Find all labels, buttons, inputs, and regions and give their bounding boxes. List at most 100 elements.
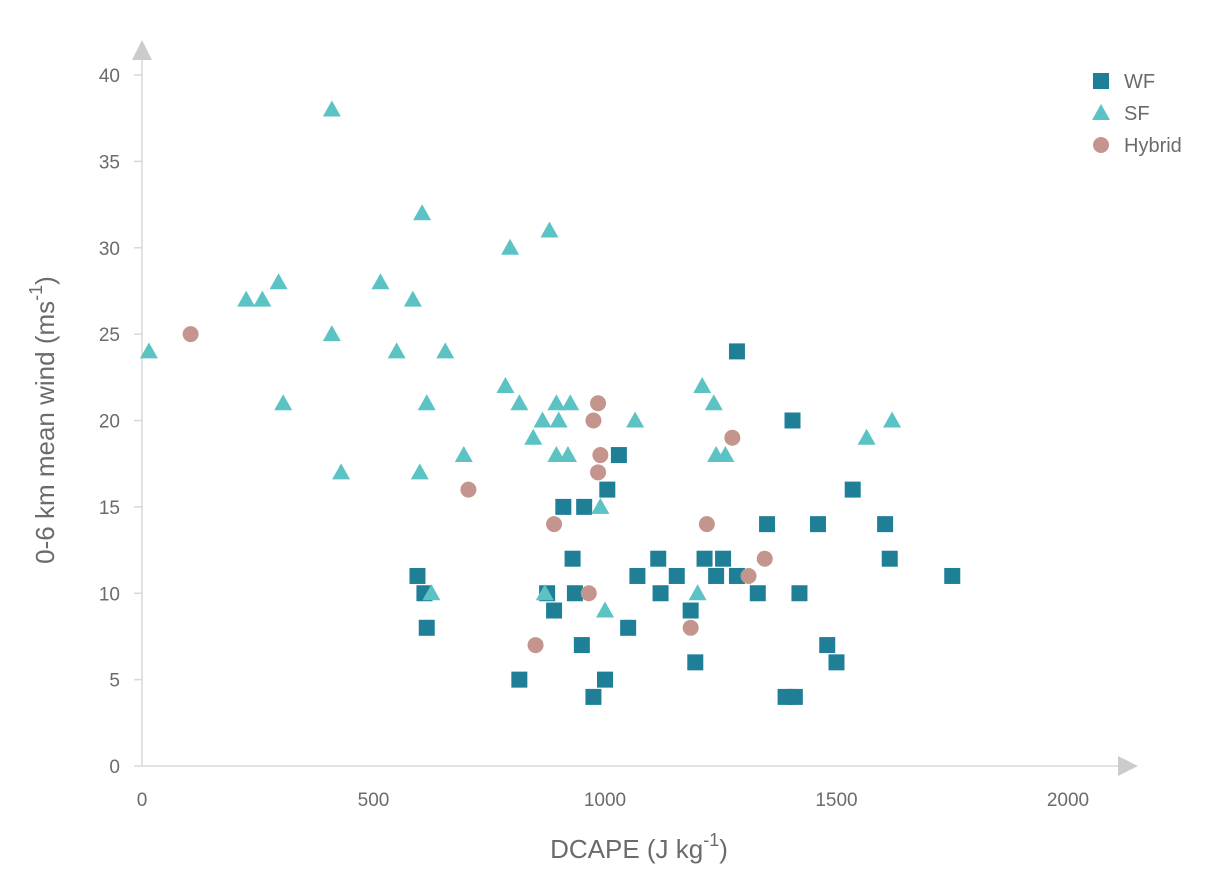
- data-point-sf: [596, 601, 614, 618]
- data-point-sf: [561, 394, 580, 411]
- x-tick-label: 0: [137, 790, 148, 811]
- data-point-wf: [944, 567, 961, 584]
- data-point-wf: [881, 550, 898, 567]
- data-point-wf: [599, 481, 616, 498]
- data-point-sf: [410, 463, 429, 480]
- data-point-wf: [791, 585, 808, 602]
- data-point-wf: [877, 516, 894, 533]
- x-tick-labels: 0 500 1000 1500 2000: [137, 790, 1089, 811]
- data-point-sf: [547, 446, 566, 463]
- data-point-wf: [844, 481, 861, 498]
- data-point-wf: [786, 688, 803, 705]
- data-point-wf: [650, 550, 667, 567]
- data-point-sf: [274, 394, 293, 411]
- y-tick-label: 40: [99, 66, 120, 87]
- data-point-hybrid: [580, 585, 597, 602]
- legend-label: SF: [1124, 103, 1150, 125]
- data-point-wf: [652, 585, 669, 602]
- triangle-marker-icon: [1092, 104, 1110, 120]
- data-point-sf: [387, 342, 406, 359]
- data-point-wf: [511, 671, 528, 688]
- data-point-sf: [549, 411, 568, 428]
- data-point-sf: [693, 376, 712, 393]
- data-point-sf: [237, 290, 256, 307]
- data-point-wf: [668, 567, 685, 584]
- y-axis-arrow-icon: [132, 40, 152, 60]
- data-point-sf: [501, 238, 520, 255]
- data-point-wf: [576, 498, 593, 515]
- data-point-hybrid: [590, 464, 607, 481]
- y-tick-label: 25: [99, 325, 120, 346]
- data-point-wf: [566, 585, 583, 602]
- x-tick-label: 500: [358, 790, 390, 811]
- data-point-wf: [555, 498, 572, 515]
- data-point-sf: [535, 584, 554, 601]
- data-point-sf: [322, 325, 341, 342]
- data-point-hybrid: [546, 516, 563, 533]
- legend-item-wf: WF: [1093, 71, 1155, 93]
- data-point-wf: [610, 447, 627, 464]
- data-point-sf: [454, 446, 473, 463]
- data-point-sf: [436, 342, 455, 359]
- data-point-wf: [715, 550, 732, 567]
- data-point-wf: [784, 412, 801, 429]
- y-tick-labels: 0 5 10 15 20 25 30 35 40: [99, 66, 142, 778]
- data-point-hybrid: [182, 326, 199, 343]
- data-point-hybrid: [682, 619, 699, 636]
- data-point-wf: [809, 516, 826, 533]
- data-point-sf: [422, 584, 441, 601]
- data-point-wf: [573, 637, 590, 654]
- data-point-sf: [524, 428, 543, 445]
- data-point-wf: [546, 602, 563, 619]
- data-point-sf: [253, 290, 272, 307]
- legend-item-hybrid: Hybrid: [1093, 135, 1182, 157]
- data-point-wf: [409, 567, 426, 584]
- data-point-wf: [828, 654, 845, 671]
- data-point-sf: [417, 394, 436, 411]
- data-points: [139, 100, 961, 705]
- y-axis-title: 0-6 km mean wind (ms-1): [26, 276, 60, 564]
- x-tick-label: 1000: [584, 790, 626, 811]
- data-point-hybrid: [724, 429, 741, 446]
- data-point-sf: [540, 221, 559, 238]
- data-point-wf: [687, 654, 704, 671]
- series-wf: [409, 343, 961, 705]
- data-point-hybrid: [590, 395, 607, 412]
- data-point-sf: [883, 411, 902, 428]
- data-point-sf: [332, 463, 351, 480]
- data-point-wf: [564, 550, 581, 567]
- data-point-sf: [591, 497, 610, 514]
- data-point-sf: [322, 100, 341, 117]
- circle-marker-icon: [1093, 137, 1109, 153]
- data-point-sf: [510, 394, 529, 411]
- legend: WF SF Hybrid: [1092, 71, 1182, 157]
- data-point-wf: [728, 343, 745, 360]
- data-point-wf: [597, 671, 613, 688]
- y-tick-label: 5: [109, 671, 120, 692]
- data-point-sf: [496, 376, 515, 393]
- data-point-hybrid: [592, 447, 609, 464]
- x-tick-label: 2000: [1047, 790, 1089, 811]
- data-point-sf: [139, 342, 158, 359]
- data-point-wf: [585, 688, 602, 705]
- legend-item-sf: SF: [1092, 103, 1150, 125]
- x-tick-label: 1500: [815, 790, 857, 811]
- data-point-sf: [626, 411, 645, 428]
- legend-label: Hybrid: [1124, 135, 1182, 157]
- data-point-wf: [682, 602, 699, 619]
- data-point-wf: [629, 567, 646, 584]
- data-point-sf: [688, 584, 707, 601]
- data-point-wf: [418, 619, 435, 636]
- y-tick-label: 20: [99, 412, 120, 433]
- data-point-sf: [533, 411, 552, 428]
- data-point-sf: [413, 204, 432, 221]
- data-point-hybrid: [740, 567, 757, 584]
- data-point-hybrid: [756, 550, 773, 567]
- data-point-sf: [857, 428, 876, 445]
- data-point-wf: [728, 567, 745, 584]
- data-point-hybrid: [585, 412, 602, 429]
- data-point-sf: [371, 273, 390, 290]
- data-point-hybrid: [698, 516, 715, 533]
- data-point-hybrid: [460, 481, 477, 498]
- x-axis-title: DCAPE (J kg-1): [550, 830, 728, 864]
